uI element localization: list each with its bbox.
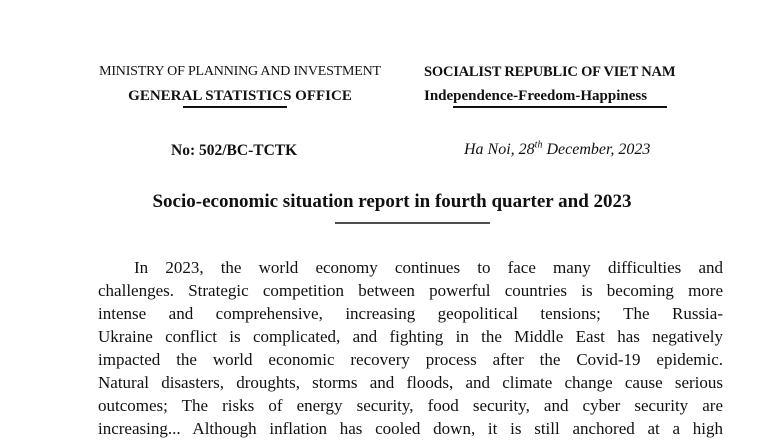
document-date: Ha Noi, 28th December, 2023 bbox=[464, 139, 651, 159]
body-line: Ukraine conflict is complicated, and fig… bbox=[98, 327, 723, 346]
date-ordinal-suffix: th bbox=[534, 139, 543, 151]
national-motto: Independence-Freedom-Happiness bbox=[424, 88, 648, 104]
date-suffix: December, 2023 bbox=[542, 141, 651, 158]
body-line: increasing... Although inflation has coo… bbox=[98, 419, 723, 438]
body-paragraph: In 2023, the world economy continues to … bbox=[98, 256, 723, 440]
date-prefix: Ha Noi, 28 bbox=[464, 141, 535, 158]
office-name: GENERAL STATISTICS OFFICE bbox=[128, 88, 352, 104]
letterhead-national-title: SOCIALIST REPUBLIC OF VIET NAM Independe… bbox=[424, 60, 724, 108]
body-line: outcomes; The risks of energy security, … bbox=[98, 396, 723, 415]
title-underline bbox=[335, 222, 490, 224]
motto-underline bbox=[453, 106, 667, 108]
republic-name: SOCIALIST REPUBLIC OF VIET NAM bbox=[424, 64, 676, 80]
body-line: intense and comprehensive, increasing ge… bbox=[98, 304, 723, 323]
body-line: challenges. Strategic competition betwee… bbox=[98, 281, 723, 300]
ministry-name: MINISTRY OF PLANNING AND INVESTMENT bbox=[99, 64, 381, 79]
report-title: Socio-economic situation report in fourt… bbox=[152, 191, 632, 212]
body-line: impacted the world economic recovery pro… bbox=[98, 350, 723, 369]
office-underline bbox=[183, 106, 287, 108]
body-line: In 2023, the world economy continues to … bbox=[134, 258, 723, 277]
body-line: Natural disasters, droughts, storms and … bbox=[98, 373, 723, 392]
letterhead-issuing-agency: MINISTRY OF PLANNING AND INVESTMENT GENE… bbox=[72, 60, 408, 108]
document-number: No: 502/BC-TCTK bbox=[171, 142, 298, 159]
